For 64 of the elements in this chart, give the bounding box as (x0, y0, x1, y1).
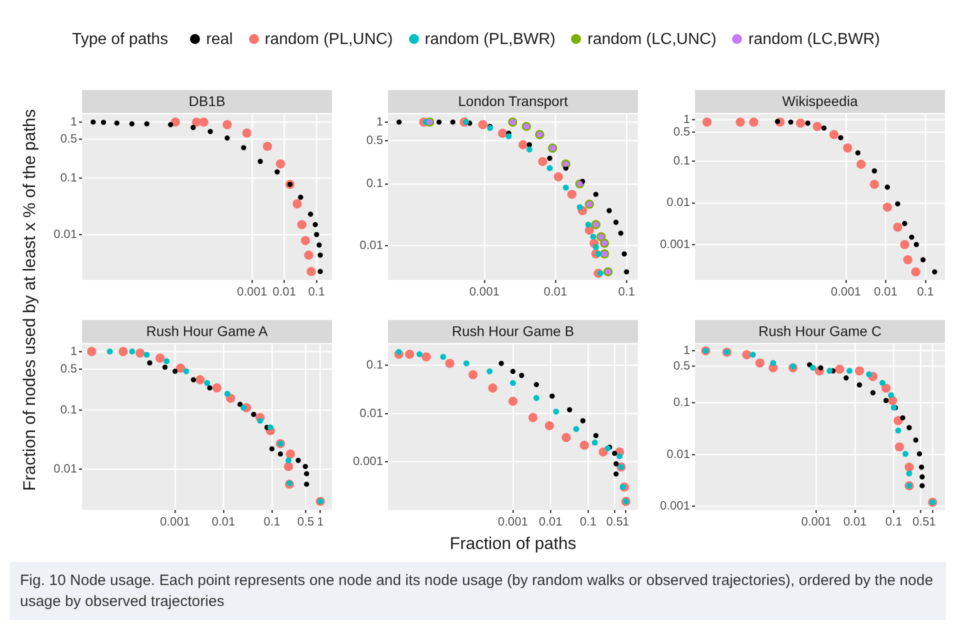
y-tick-label: 0.01 (360, 406, 384, 420)
x-tick-label: 0.1 (618, 284, 636, 299)
chart-title: Wikispeedia (695, 90, 945, 113)
x-tick-label: 0.001 (498, 514, 528, 529)
x-tick-label: 0.1 (264, 514, 281, 529)
x-tick-label: 0.01 (212, 514, 236, 529)
y-tick-label: 1 (683, 112, 690, 126)
y-tick-label: 0.1 (673, 394, 690, 409)
y-tick-label: 1 (70, 344, 78, 358)
x-tick-label: 0.01 (874, 284, 898, 299)
x-tick-label: 0.1 (885, 514, 902, 529)
y-tick-label: 0.01 (666, 446, 690, 461)
x-tick-label: 0.01 (843, 514, 868, 529)
chart-title: Rush Hour Game A (82, 320, 332, 343)
x-tick-label: 1 (622, 514, 630, 529)
y-tick-label: 0.5 (673, 358, 690, 373)
legend-label: random (LC,BWR) (748, 31, 880, 48)
x-tick-label: 1 (929, 514, 936, 529)
y-tick-label: 1 (376, 114, 384, 128)
y-tick-label: 0.01 (666, 195, 690, 210)
x-tick-label: 0.001 (801, 514, 832, 529)
legend-label: random (PL,BWR) (424, 31, 556, 48)
chart-title: Rush Hour Game C (695, 320, 945, 343)
y-tick-label: 0.01 (54, 461, 78, 476)
y-tick-label: 0.1 (366, 358, 384, 372)
y-tick-label: 0.001 (352, 454, 384, 468)
x-tick-label: 0.1 (308, 284, 326, 299)
chart-title: Rush Hour Game B (388, 320, 638, 343)
x-tick-label: 0.01 (538, 514, 563, 529)
y-tick-label: 1 (70, 114, 78, 128)
y-tick-label: 0.1 (60, 402, 78, 417)
y-tick-label: 1 (683, 343, 690, 358)
x-tick-label: 0.5 (606, 514, 624, 529)
x-tick-label: 0.01 (544, 284, 568, 299)
x-tick-label: 0.5 (912, 514, 930, 529)
y-tick-label: 0.1 (60, 170, 78, 185)
y-tick-label: 0.001 (660, 236, 690, 251)
y-tick-label: 0.01 (360, 238, 384, 252)
chart-title: DB1B (82, 90, 332, 113)
legend-title: Type of paths (72, 31, 168, 49)
y-tick-label: 0.1 (366, 176, 384, 190)
legend-label: random (PL,UNC) (264, 31, 393, 48)
y-tick-label: 0.1 (673, 154, 690, 168)
y-tick-label: 0.5 (366, 133, 384, 147)
chart-title: London Transport (388, 90, 638, 113)
x-tick-label: 0.001 (469, 284, 500, 299)
x-tick-label: 0.01 (272, 284, 296, 299)
x-tick-label: 0.001 (237, 284, 268, 299)
y-tick-label: 0.5 (673, 124, 690, 139)
x-tick-label: 0.1 (580, 514, 597, 529)
y-tick-label: 0.5 (60, 361, 78, 376)
legend-label: random (LC,UNC) (587, 31, 716, 48)
x-tick-label: 0.1 (917, 284, 934, 299)
x-axis-title: Fraction of paths (448, 534, 578, 554)
y-axis-title: Fraction of nodes used by at least x % of the paths (20, 109, 40, 491)
y-tick-label: 0.01 (54, 226, 78, 241)
y-tick-label: 0.001 (660, 498, 690, 513)
x-tick-label: 0.5 (297, 514, 314, 529)
x-tick-label: 1 (317, 514, 324, 529)
x-tick-label: 0.001 (160, 514, 190, 529)
legend-label: real (206, 31, 233, 48)
y-tick-label: 0.5 (60, 131, 78, 146)
x-tick-label: 0.001 (830, 284, 862, 299)
caption: Fig. 10 Node usage. Each point represents one node and its node usage (by random walks or observed trajectories), ordered by the node usage by observed trajectories (10, 562, 946, 620)
